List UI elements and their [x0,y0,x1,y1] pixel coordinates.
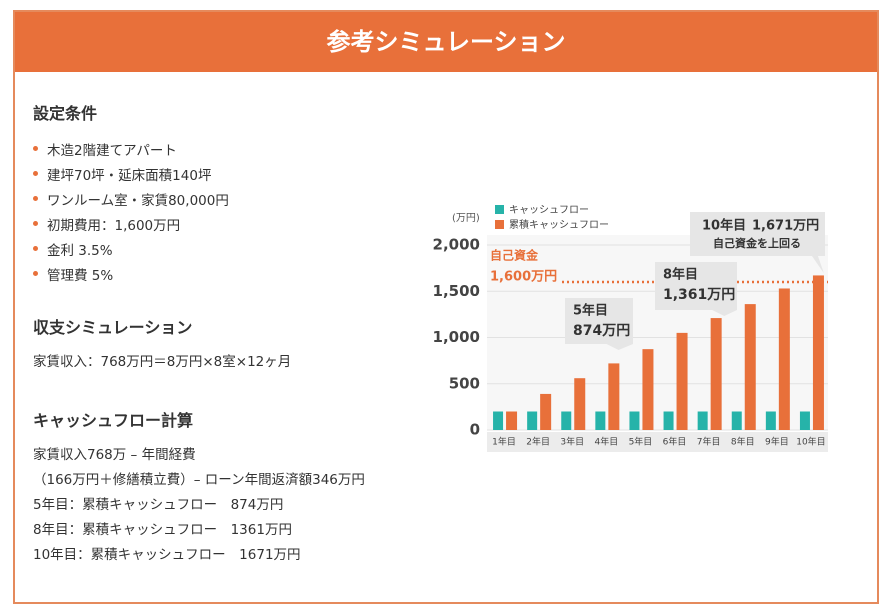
bar [778,288,790,430]
x-tick-label: 3年目 [560,436,584,448]
legend-label: キャッシュフロー [509,205,589,216]
x-tick-label: 6年目 [663,436,687,448]
y-tick-label: 1,000 [433,328,480,346]
annotation: 10年目 [702,218,746,234]
x-tick-label: 9年目 [765,436,789,448]
x-tick-label: 7年目 [697,436,721,448]
legend-label: 累積キャッシュフロー [509,218,609,231]
bar [506,411,518,430]
bar [731,411,742,430]
bar [540,393,552,430]
bullet-item: 初期費用：1,600万円 [33,214,180,234]
bar [812,275,824,430]
section-heading: 収支シミュレーション [33,318,193,337]
x-axis-band [487,432,828,452]
frame: 参考シミュレーション [13,10,879,604]
bar [595,411,606,430]
bar [574,378,586,430]
legend-swatch [495,220,504,229]
y-unit: (万円) [452,213,480,224]
bar [744,304,756,430]
bar [493,411,504,430]
bullet-item: 木造2階建てアパート [33,139,177,159]
x-tick-label: 5年目 [629,436,653,448]
bar [765,411,776,430]
x-tick-label: 2年目 [526,436,550,448]
bar [561,411,572,430]
y-tick-label: 1,500 [433,282,480,300]
header-title: 参考シミュレーション [15,12,877,72]
bullet-item: 金利 3.5% [33,239,113,259]
reference-label: 自己資金 [490,248,539,263]
annotation: 自己資金を上回る [713,236,801,250]
y-tick-label: 0 [470,421,480,439]
text-line: （166万円＋修繕積立費）– ローン年間返済額346万円 [33,472,365,488]
annotation: 5年目 [573,303,608,319]
text-line: 家賃収入768万 – 年間経費 [33,447,196,463]
y-tick-label: 500 [449,374,480,392]
section-heading: 設定条件 [33,104,98,123]
value-label: 1,671万円 [752,219,819,234]
callout-box [655,262,737,316]
value-label: 1,361万円 [663,287,735,303]
x-tick-label: 1年目 [492,436,516,448]
bullet-item: ワンルーム室・家賃80,000円 [33,189,229,209]
bar [676,332,688,430]
bullet-item: 建坪70坪・延床面積140坪 [33,164,211,184]
value-label: 874万円 [573,323,630,339]
bar [608,363,620,430]
bar [799,411,810,430]
bar [697,411,708,430]
bar [527,411,538,430]
text-line: 10年目：累積キャッシュフロー 1671万円 [33,547,301,563]
legend-swatch [495,205,504,214]
text-line: 家賃収入：768万円＝8万円×8室×12ヶ月 [33,354,292,370]
annotation: 8年目 [663,267,698,283]
bullet-item: 管理費 5% [33,264,113,284]
bar [642,349,654,430]
section-heading: キャッシュフロー計算 [33,411,194,430]
reference-value-label: 1,600万円 [490,270,557,285]
text-line: 8年目：累積キャッシュフロー 1361万円 [33,522,292,538]
x-tick-label: 4年目 [594,436,618,448]
text-line: 5年目：累積キャッシュフロー 874万円 [33,497,284,513]
bar [629,411,640,430]
bar [710,318,722,430]
bar [663,411,674,430]
callout-box [690,212,825,274]
y-tick-label: 2,000 [433,236,480,254]
callout-box [565,298,633,350]
x-tick-label: 10年目 [796,436,825,448]
x-tick-label: 8年目 [731,436,755,448]
